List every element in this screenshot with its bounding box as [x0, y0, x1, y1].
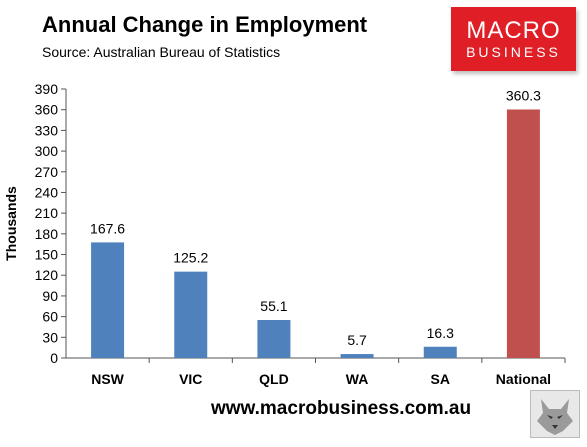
- y-axis: 0 30 60 90 120 150 180 210 240 270 300 330 360 390: [35, 81, 67, 366]
- y-tick-label: 0: [50, 350, 58, 366]
- x-tick-label-nsw: NSW: [91, 371, 124, 387]
- data-label-qld: 55.1: [260, 298, 287, 314]
- bar-national: [506, 109, 540, 358]
- x-tick-label-sa: SA: [431, 371, 450, 387]
- bar-qld: [257, 319, 291, 358]
- bar-vic: [174, 271, 208, 358]
- bar-nsw: [91, 242, 125, 358]
- data-label-nsw: 167.6: [90, 220, 125, 236]
- x-tick-label-wa: WA: [346, 371, 369, 387]
- y-tick-label: 150: [35, 247, 59, 263]
- y-tick-label: 390: [35, 81, 59, 97]
- macrobusiness-logo: MACRO BUSINESS: [451, 7, 576, 71]
- data-label-sa: 16.3: [427, 325, 454, 341]
- y-tick-label: 60: [42, 309, 58, 325]
- data-label-wa: 5.7: [347, 332, 367, 348]
- chart-source: Source: Australian Bureau of Statistics: [42, 44, 281, 60]
- y-tick-label: 360: [35, 102, 59, 118]
- y-axis-label: Thousands: [3, 186, 19, 261]
- website-url: www.macrobusiness.com.au: [211, 398, 472, 419]
- bar-sa: [423, 346, 457, 358]
- y-tick-label: 30: [42, 329, 58, 345]
- wolf-logo-icon: [530, 390, 580, 438]
- data-label-vic: 125.2: [173, 250, 208, 266]
- x-axis: NSW VIC QLD WA SA National: [66, 357, 566, 387]
- bar-series: 167.6 125.2 55.1 5.7 16.3 360.3: [90, 87, 541, 358]
- y-tick-label: 330: [35, 122, 59, 138]
- bar-wa: [340, 354, 374, 358]
- y-tick-label: 90: [42, 288, 58, 304]
- logo-line-business: BUSINESS: [466, 44, 561, 60]
- x-tick-label-vic: VIC: [179, 371, 202, 387]
- y-tick-label: 270: [35, 164, 59, 180]
- y-tick-label: 210: [35, 205, 59, 221]
- y-tick-label: 120: [35, 267, 59, 283]
- y-tick-label: 180: [35, 226, 59, 242]
- logo-line-macro: MACRO: [466, 17, 561, 44]
- data-label-national: 360.3: [506, 87, 541, 103]
- chart-title: Annual Change in Employment: [42, 12, 368, 37]
- y-tick-label: 240: [35, 184, 59, 200]
- x-tick-label-qld: QLD: [259, 371, 289, 387]
- y-tick-label: 300: [35, 143, 59, 159]
- x-tick-label-national: National: [496, 371, 551, 387]
